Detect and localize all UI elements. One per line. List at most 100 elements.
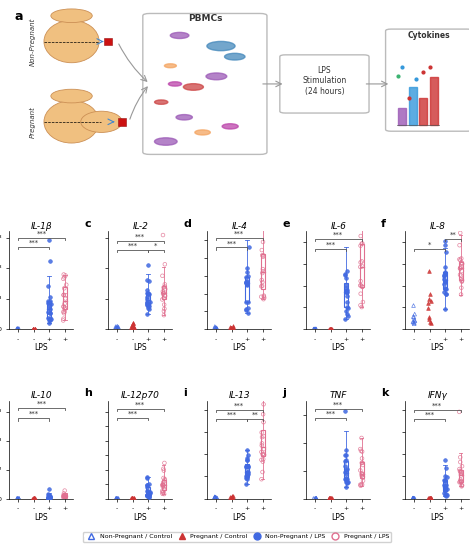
Point — [259, 135, 266, 143]
Point — [328, 494, 335, 502]
Bar — [162, 286, 166, 299]
Point — [425, 299, 432, 307]
Point — [243, 471, 250, 480]
Point — [244, 271, 252, 280]
Point — [60, 302, 68, 311]
Circle shape — [207, 41, 235, 51]
Point — [31, 494, 39, 502]
Point — [44, 493, 52, 502]
Point — [242, 278, 249, 287]
Point — [61, 492, 69, 501]
Point — [47, 299, 55, 308]
Point — [159, 478, 167, 487]
Point — [441, 263, 449, 271]
Point — [357, 277, 365, 286]
Point — [29, 324, 37, 333]
Point — [61, 492, 68, 500]
Point — [228, 493, 235, 502]
Point — [113, 494, 120, 503]
Point — [244, 468, 251, 476]
Text: *: * — [154, 243, 158, 249]
Point — [114, 494, 121, 503]
Point — [458, 267, 466, 275]
Point — [160, 289, 167, 298]
Point — [245, 298, 252, 306]
Bar — [458, 262, 463, 280]
Point — [312, 325, 320, 334]
Point — [458, 481, 466, 490]
Point — [46, 313, 53, 322]
Point — [144, 301, 152, 310]
Bar — [360, 244, 364, 287]
Circle shape — [170, 32, 189, 39]
X-axis label: LPS: LPS — [35, 513, 48, 522]
Point — [342, 467, 349, 476]
Point — [229, 321, 237, 330]
Point — [159, 481, 166, 489]
Point — [410, 301, 417, 310]
Point — [228, 494, 236, 502]
Text: ***: *** — [36, 231, 46, 237]
Point — [130, 322, 137, 330]
Title: IL-4: IL-4 — [231, 222, 247, 231]
Point — [410, 494, 417, 502]
Point — [358, 454, 366, 463]
Point — [343, 477, 351, 486]
Point — [242, 278, 250, 287]
Point — [113, 494, 121, 503]
Point — [244, 456, 251, 464]
Circle shape — [155, 100, 168, 104]
Point — [60, 290, 67, 299]
Text: ***: *** — [326, 242, 336, 248]
Point — [15, 325, 22, 334]
Text: Non-Pregnant: Non-Pregnant — [29, 17, 36, 66]
Point — [113, 323, 121, 332]
Point — [259, 457, 267, 466]
Point — [144, 483, 151, 492]
Point — [61, 284, 68, 293]
Point — [160, 474, 167, 482]
Point — [242, 462, 250, 470]
Point — [426, 290, 433, 299]
Point — [343, 455, 350, 464]
Point — [62, 291, 70, 300]
Point — [29, 325, 37, 334]
Point — [62, 491, 70, 500]
Point — [341, 462, 349, 470]
Point — [143, 299, 151, 307]
Title: IL-13: IL-13 — [228, 391, 250, 400]
Point — [159, 231, 167, 239]
Point — [144, 275, 151, 284]
Text: ***: *** — [333, 232, 343, 238]
Point — [342, 450, 349, 459]
Point — [343, 302, 351, 311]
Point — [212, 324, 220, 332]
Point — [358, 469, 365, 477]
Bar — [245, 464, 249, 476]
Point — [245, 308, 252, 317]
Point — [243, 281, 250, 289]
Point — [129, 323, 137, 331]
Point — [258, 428, 265, 437]
Point — [46, 492, 53, 500]
Point — [260, 292, 268, 301]
Point — [443, 289, 450, 298]
Point — [443, 492, 450, 500]
Point — [211, 493, 219, 502]
Point — [244, 462, 252, 470]
Point — [441, 485, 449, 494]
Point — [114, 323, 122, 331]
Bar — [63, 495, 67, 497]
Point — [160, 283, 167, 292]
Point — [440, 287, 448, 296]
Point — [358, 470, 365, 479]
Point — [45, 493, 52, 502]
Point — [128, 494, 136, 503]
Point — [328, 494, 336, 503]
Point — [112, 324, 119, 332]
Point — [257, 282, 265, 290]
Point — [160, 490, 168, 499]
Point — [61, 492, 69, 500]
Point — [441, 456, 449, 464]
Point — [325, 494, 333, 502]
